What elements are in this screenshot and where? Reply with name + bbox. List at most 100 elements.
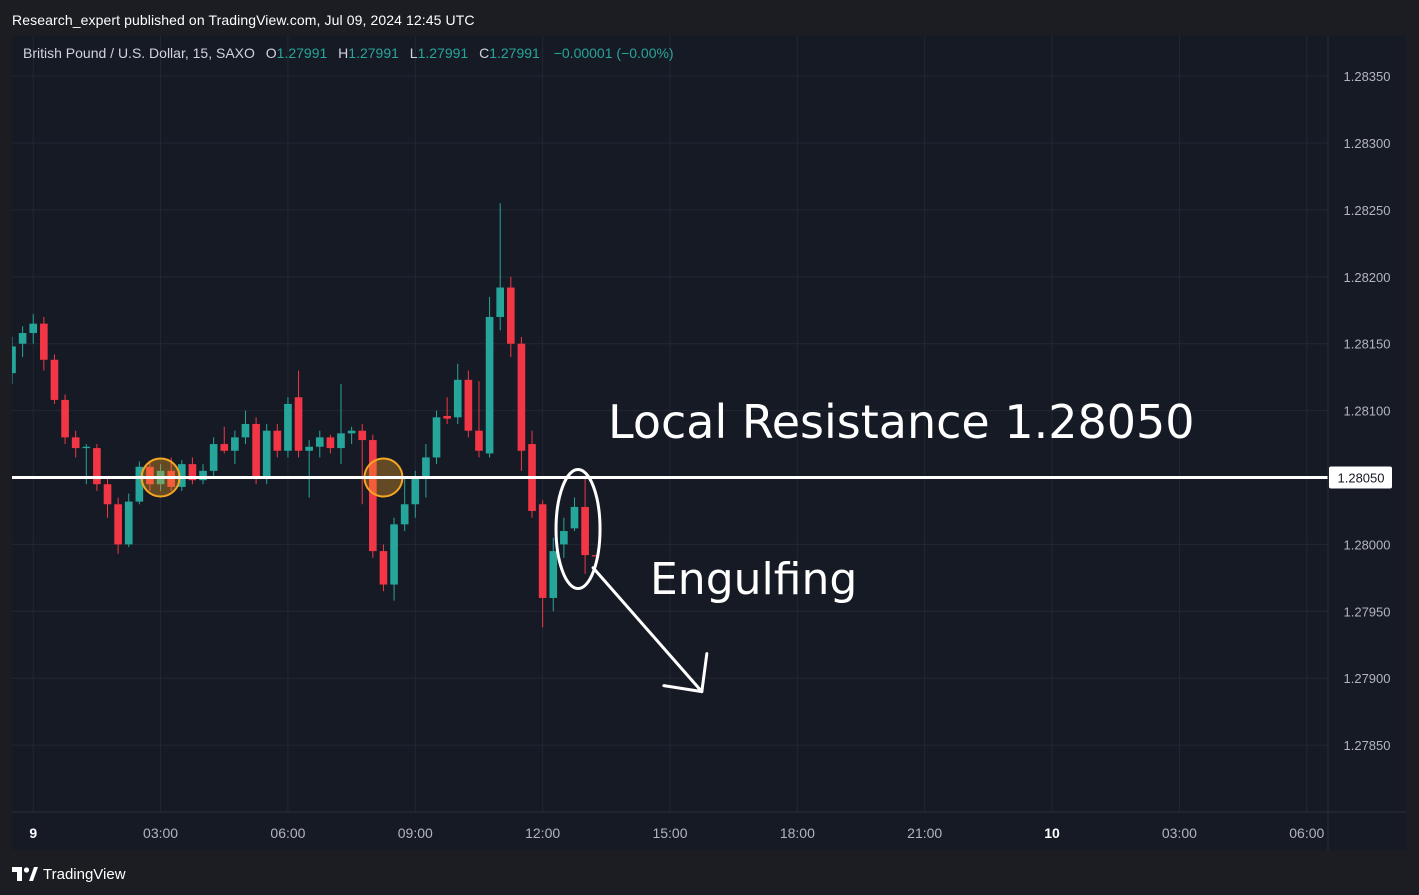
candle-body [199,470,207,481]
candle-body [284,403,292,451]
time-tick-label: 18:00 [780,825,815,841]
tradingview-logo-icon [12,867,38,881]
candle-body [262,430,271,478]
candle-body [82,446,91,449]
time-tick-label: 06:00 [1289,825,1324,841]
candle-body [29,323,38,334]
open-key: O [265,45,277,61]
candle-body [177,464,186,487]
candle-body [496,287,505,317]
price-tick-label: 1.28250 [1344,203,1391,218]
candle-body [549,551,558,598]
candle-body [422,457,430,478]
resistance-price-label: 1.28050 [1338,471,1385,486]
candle-body [358,430,367,441]
candle-body [252,424,260,478]
candle-body [114,504,122,545]
symbol-legend: British Pound / U.S. Dollar, 15, SAXO O1… [23,45,674,61]
price-tick-label: 1.27850 [1344,738,1391,753]
candle-body [305,446,313,451]
candle-body [538,504,547,598]
price-tick-label: 1.27900 [1344,671,1391,686]
high-key: H [338,45,349,61]
candle-body [61,399,69,438]
candle-body [369,440,377,552]
resistance-price-tag [1329,466,1392,489]
time-tick-label: 03:00 [1162,825,1197,841]
candle-body [347,430,356,434]
candle-body [40,323,48,360]
time-tick-label: 09:00 [398,825,433,841]
candle-body [432,417,441,458]
candle-body [103,484,112,505]
price-tick-label: 1.28150 [1344,337,1391,352]
close-value: 1.27991 [489,45,540,61]
chart-area[interactable]: Local Resistance 1.28050 Engulfing 1.2835… [12,36,1406,850]
tradingview-brand: TradingView [43,865,126,883]
price-tick-label: 1.28100 [1344,404,1391,419]
time-tick-label: 06:00 [270,825,305,841]
candle-body [315,437,324,447]
candle-body [241,424,250,438]
price-tick-label: 1.28200 [1344,270,1391,285]
annotations: Local Resistance 1.28050 Engulfing [12,395,1328,694]
low-key: L [409,45,418,61]
candle-body [71,437,80,449]
candle-body [231,437,239,451]
candle-body [400,504,409,525]
candle-body [337,433,345,449]
candlestick-chart[interactable]: Local Resistance 1.28050 Engulfing 1.2835… [12,36,1406,850]
candle-body [570,506,579,529]
resistance-annotation: Local Resistance 1.28050 [608,395,1195,449]
candle-body [93,448,101,485]
candle-body [443,415,451,419]
symbol-name: British Pound / U.S. Dollar, 15, SAXO [23,45,255,61]
candle-body [411,477,420,505]
candle-body [220,444,229,451]
candle-body [581,506,589,556]
candle-body [390,524,398,585]
candle-body [294,397,303,451]
candle-body [124,501,133,545]
candles [12,203,600,628]
candle-body [379,551,388,585]
candle-body [12,346,16,374]
candle-body [50,359,59,400]
engulfing-ellipse [554,468,602,591]
candle-body [273,430,282,451]
time-tick-label: 9 [29,825,37,841]
candle-body [506,287,515,344]
change-value: −0.00001 (−0.00%) [553,45,674,61]
tradingview-logo[interactable]: TradingView [12,863,126,885]
candle-body [135,466,144,502]
price-tick-label: 1.28000 [1344,537,1391,552]
time-tick-label: 12:00 [525,825,560,841]
axes: 1.28350 1.28300 1.28250 1.28200 1.28150 1.281… [12,36,1406,850]
candle-body [485,316,494,454]
candle-body [146,466,154,485]
low-value: 1.27991 [417,45,469,61]
candle-body [560,531,568,545]
time-tick-label: 15:00 [652,825,687,841]
candle-body [464,379,473,431]
arrow-head [662,652,709,694]
price-tick-label: 1.28300 [1344,136,1391,151]
high-value: 1.27991 [348,45,399,61]
close-key: C [479,45,490,61]
engulfing-annotation: Engulfing [650,554,857,605]
arrow-shaft [591,566,704,694]
time-tick-label: 03:00 [143,825,178,841]
candle-body [591,555,600,557]
price-tick-label: 1.28350 [1344,69,1391,84]
publish-info: Research_expert published on TradingView… [12,12,475,28]
open-value: 1.27991 [276,45,328,61]
candle-body [453,379,462,418]
candle-body [188,464,197,481]
candle-body [209,444,218,471]
candle-body [475,430,483,451]
candle-body [18,333,27,344]
candle-body [517,343,526,451]
time-tick-label: 21:00 [907,825,942,841]
candle-body [326,437,335,449]
time-tick-label: 10 [1044,825,1060,841]
